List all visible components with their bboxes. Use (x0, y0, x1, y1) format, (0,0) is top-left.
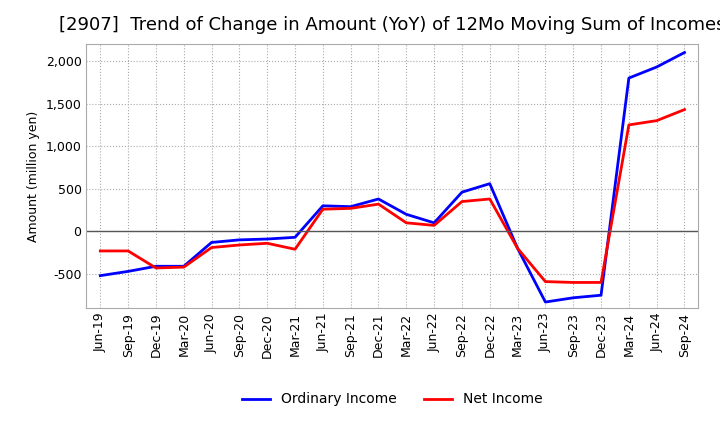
Net Income (263, 241, 271, 246)
Ordinary Income (346, 204, 355, 209)
Ordinary Income (597, 293, 606, 298)
Net Income (179, 264, 188, 270)
Ordinary Income (96, 273, 104, 278)
Ordinary Income (402, 212, 410, 217)
Ordinary Income (680, 50, 689, 55)
Ordinary Income (152, 264, 161, 269)
Line: Net Income: Net Income (100, 110, 685, 282)
Ordinary Income (263, 236, 271, 242)
Net Income (291, 246, 300, 252)
Ordinary Income (541, 299, 550, 304)
Net Income (207, 245, 216, 250)
Ordinary Income (513, 246, 522, 251)
Net Income (430, 223, 438, 228)
Line: Ordinary Income: Ordinary Income (100, 52, 685, 302)
Ordinary Income (374, 196, 383, 202)
Title: [2907]  Trend of Change in Amount (YoY) of 12Mo Moving Sum of Incomes: [2907] Trend of Change in Amount (YoY) o… (59, 16, 720, 34)
Ordinary Income (624, 75, 633, 81)
Net Income (152, 265, 161, 271)
Net Income (318, 206, 327, 212)
Net Income (624, 122, 633, 128)
Ordinary Income (291, 235, 300, 240)
Legend: Ordinary Income, Net Income: Ordinary Income, Net Income (236, 387, 549, 412)
Net Income (652, 118, 661, 123)
Ordinary Income (430, 220, 438, 225)
Net Income (485, 196, 494, 202)
Ordinary Income (569, 295, 577, 301)
Net Income (402, 220, 410, 225)
Net Income (124, 248, 132, 253)
Net Income (541, 279, 550, 284)
Net Income (346, 206, 355, 211)
Net Income (569, 280, 577, 285)
Ordinary Income (124, 269, 132, 274)
Net Income (96, 248, 104, 253)
Ordinary Income (179, 264, 188, 269)
Ordinary Income (207, 240, 216, 245)
Net Income (680, 107, 689, 112)
Ordinary Income (652, 64, 661, 70)
Net Income (235, 242, 243, 248)
Ordinary Income (485, 181, 494, 186)
Net Income (513, 246, 522, 251)
Ordinary Income (318, 203, 327, 209)
Net Income (374, 202, 383, 207)
Ordinary Income (458, 190, 467, 195)
Net Income (458, 199, 467, 204)
Ordinary Income (235, 237, 243, 242)
Y-axis label: Amount (million yen): Amount (million yen) (27, 110, 40, 242)
Net Income (597, 280, 606, 285)
